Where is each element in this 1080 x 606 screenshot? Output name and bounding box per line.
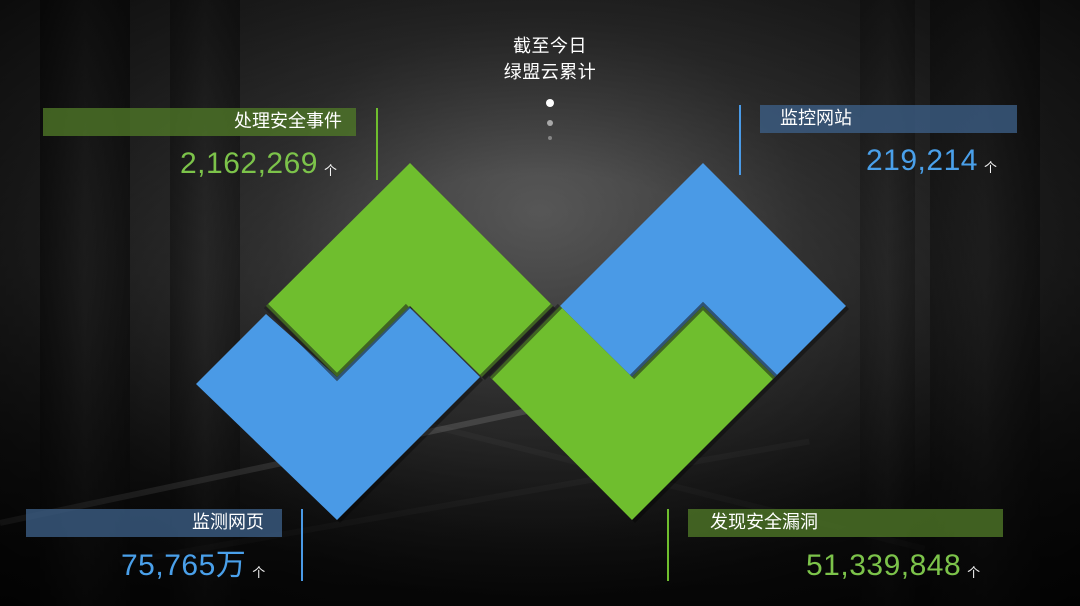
stat-divider-line xyxy=(739,105,741,175)
stat-value: 75,765万 xyxy=(121,549,247,582)
stat-label: 发现安全漏洞 xyxy=(710,512,818,533)
stat-value: 219,214 xyxy=(866,144,978,177)
stat-label: 监控网站 xyxy=(780,108,852,129)
trend-up-icon: 个 xyxy=(323,164,337,179)
page-title-line-1: 截至今日 xyxy=(513,36,587,57)
stat-label-bar: 监控网站 xyxy=(760,105,1017,133)
stat-label: 处理安全事件 xyxy=(234,111,342,132)
trend-up-icon: 个 xyxy=(252,566,266,581)
pagination-dot[interactable] xyxy=(547,120,553,126)
stat-divider-line xyxy=(301,509,303,581)
stat-value-row: 75,765万 个 xyxy=(121,550,265,582)
stat-label-bar: 处理安全事件 xyxy=(43,108,356,136)
pagination-dots-icon[interactable] xyxy=(545,99,555,149)
stat-value: 51,339,848 xyxy=(806,549,962,582)
stat-label-bar: 监测网页 xyxy=(26,509,282,537)
stat-value-row: 51,339,848 个 xyxy=(806,550,980,582)
pagination-dot-active[interactable] xyxy=(546,99,554,107)
page-title: 截至今日 绿盟云累计 xyxy=(470,34,630,86)
pagination-dot[interactable] xyxy=(548,136,552,140)
stat-label-bar: 发现安全漏洞 xyxy=(688,509,1003,537)
trend-up-icon: 个 xyxy=(967,566,981,581)
trend-up-icon: 个 xyxy=(983,161,997,176)
stat-value: 2,162,269 xyxy=(180,147,318,180)
stat-value-row: 219,214 个 xyxy=(866,145,997,177)
page-title-line-2: 绿盟云累计 xyxy=(503,62,597,83)
stat-divider-line xyxy=(376,108,378,180)
stat-value-row: 2,162,269 个 xyxy=(180,148,337,180)
stat-divider-line xyxy=(667,509,669,581)
stat-label: 监测网页 xyxy=(192,512,264,533)
